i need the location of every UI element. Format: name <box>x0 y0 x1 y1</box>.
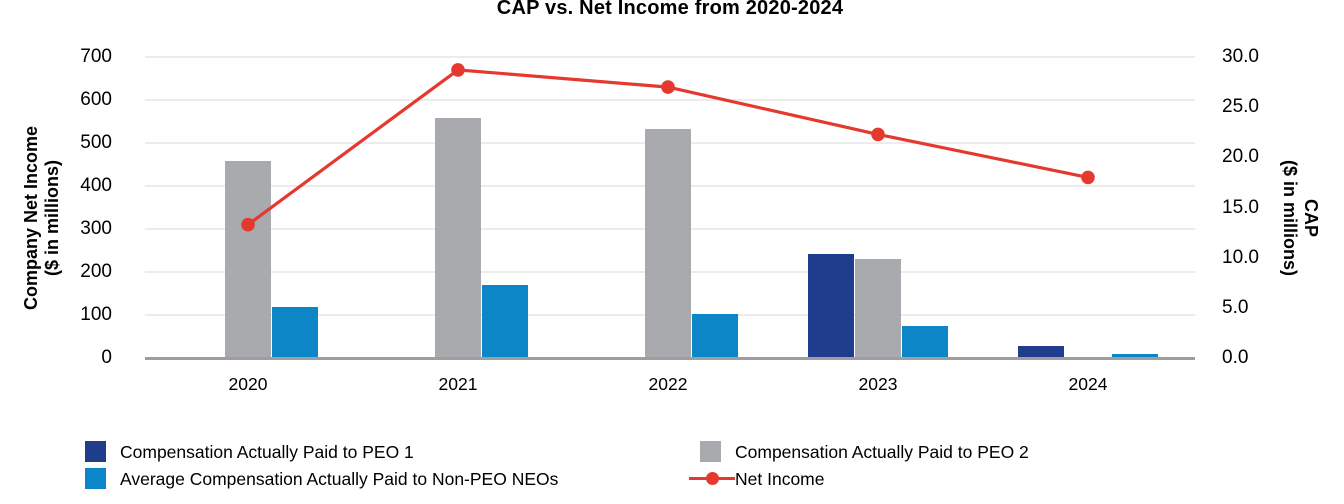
bar-peo2-2020 <box>225 161 271 358</box>
right-axis-tick-20.0: 20.0 <box>1222 146 1259 168</box>
left-axis-tick-0: 0 <box>101 347 112 368</box>
point-net-income-2022 <box>661 80 675 94</box>
legend-swatch-icon <box>700 441 721 462</box>
x-axis-tick-2024: 2024 <box>1068 374 1108 394</box>
gridline-700 <box>145 56 1195 58</box>
right-axis-tick-10.0: 10.0 <box>1222 246 1259 268</box>
right-axis-tick-0.0: 0.0 <box>1222 347 1249 368</box>
right-axis-tick-30.0: 30.0 <box>1222 46 1259 67</box>
x-axis-tick-2020: 2020 <box>228 374 268 394</box>
bar-peo1-2024 <box>1018 345 1064 358</box>
bar-peo2-2022 <box>645 129 691 358</box>
point-net-income-2021 <box>451 63 465 77</box>
bar-peo1-2023 <box>808 253 854 358</box>
x-axis-tick-2023: 2023 <box>858 374 898 394</box>
legend-label: Net Income <box>735 469 825 489</box>
legend-label: Average Compensation Actually Paid to No… <box>120 469 559 489</box>
point-net-income-2023 <box>871 127 885 142</box>
left-axis-tick-100: 100 <box>80 304 112 325</box>
legend-label: Compensation Actually Paid to PEO 2 <box>735 442 1029 462</box>
left-axis-tick-700: 700 <box>80 46 112 67</box>
right-axis-tick-25.0: 25.0 <box>1222 96 1259 118</box>
x-axis-tick-2021: 2021 <box>438 374 478 394</box>
right-axis-title-line1: CAP <box>1301 198 1321 237</box>
legend-swatch-icon <box>85 468 106 489</box>
bar-neo-2024 <box>1112 353 1158 358</box>
point-net-income-2024 <box>1081 170 1095 185</box>
left-axis-tick-500: 500 <box>80 132 112 153</box>
bar-neo-2022 <box>692 313 738 358</box>
right-axis-tick-15.0: 15.0 <box>1222 196 1259 218</box>
legend-label: Compensation Actually Paid to PEO 1 <box>120 442 414 462</box>
legend-swatch-icon <box>85 441 106 462</box>
right-axis-tick-5.0: 5.0 <box>1222 296 1249 318</box>
legend-dot-icon <box>706 472 719 485</box>
bar-neo-2020 <box>272 306 318 358</box>
bar-neo-2021 <box>482 284 528 358</box>
bar-peo2-2023 <box>855 258 901 358</box>
left-axis-tick-400: 400 <box>80 175 112 196</box>
left-axis-tick-600: 600 <box>80 89 112 110</box>
left-axis-title-line1: Company Net Income <box>21 125 41 311</box>
chart-title: CAP vs. Net Income from 2020-2024 <box>496 0 844 19</box>
x-axis-line <box>145 357 1195 360</box>
bar-neo-2023 <box>902 325 948 358</box>
left-axis-tick-300: 300 <box>80 218 112 239</box>
bar-peo2-2021 <box>435 118 481 358</box>
x-axis-tick-2022: 2022 <box>648 374 688 394</box>
left-axis-tick-200: 200 <box>80 261 112 282</box>
gridline-600 <box>145 99 1195 101</box>
legend-line-dot-icon <box>689 468 735 489</box>
